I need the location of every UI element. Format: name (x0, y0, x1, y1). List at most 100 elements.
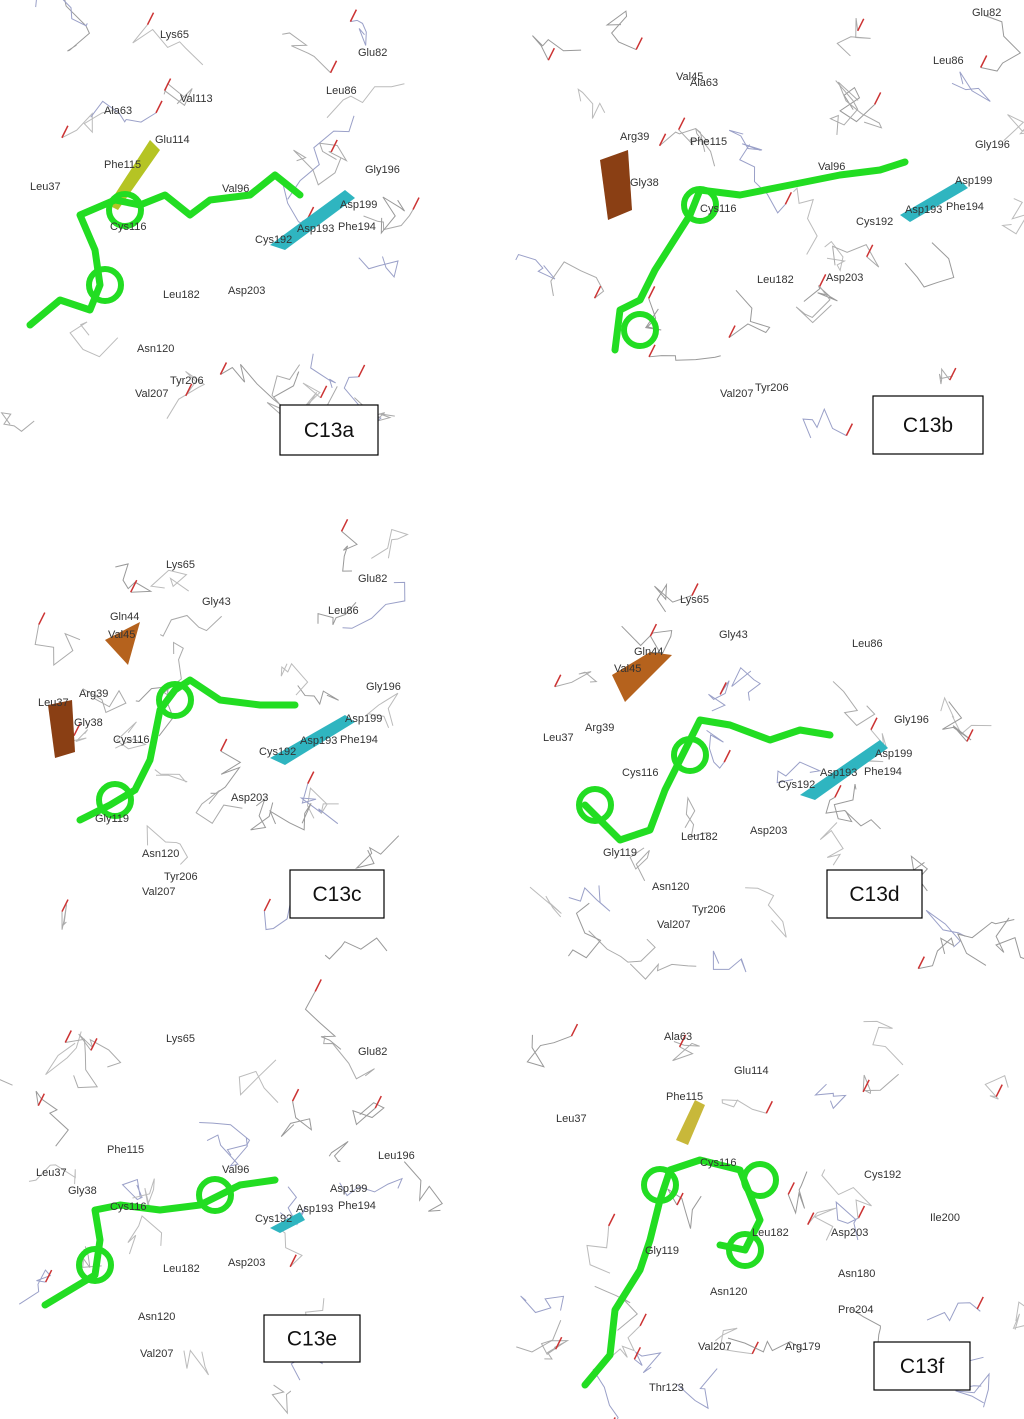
residue-label: Cys192 (778, 779, 815, 791)
residue-label: Val45 (614, 663, 641, 675)
residue-stick (630, 964, 696, 979)
residue-stick (732, 668, 760, 701)
residue-label: Phe194 (946, 201, 984, 213)
residue-label: Gly119 (645, 1245, 679, 1257)
residue-label: Cys192 (255, 234, 292, 246)
oxygen-stick (640, 1314, 646, 1326)
residue-stick (46, 1031, 82, 1074)
residue-label: Phe194 (340, 734, 378, 746)
page: {"panels": [ {"label": "C13a", "residues… (0, 0, 1024, 1419)
oxygen-stick (977, 1297, 983, 1309)
residue-label: Gly196 (365, 164, 400, 176)
residue-label: Cys116 (110, 221, 146, 233)
panel-label: C13e (287, 1328, 337, 1351)
residue-stick (826, 797, 881, 829)
residue-label: Arg179 (785, 1341, 820, 1353)
residue-stick (155, 770, 187, 782)
residue-label: Leu182 (752, 1227, 789, 1239)
residue-label: Val207 (720, 388, 753, 400)
oxygen-stick (65, 1030, 71, 1042)
oxygen-stick (156, 101, 162, 113)
residue-stick (19, 1270, 50, 1304)
residue-label: Asp203 (750, 825, 787, 837)
oxygen-stick (413, 198, 419, 210)
oxygen-stick (350, 10, 356, 22)
residue-label: Leu37 (36, 1167, 67, 1179)
residue-label: Cys192 (255, 1213, 292, 1225)
oxygen-stick (950, 368, 956, 380)
residue-stick (649, 356, 721, 361)
oxygen-stick (918, 957, 924, 969)
residue-label: Cys116 (700, 1157, 736, 1169)
residue-label: Gly38 (630, 177, 659, 189)
residue-stick (713, 951, 746, 972)
residue-label: Tyr206 (170, 375, 204, 387)
residue-stick (151, 570, 189, 591)
residue-label: Ala63 (104, 105, 132, 117)
residue-stick (796, 286, 831, 322)
residue-label: Gln44 (634, 646, 663, 658)
residue-label: Cys192 (856, 216, 893, 228)
residue-stick (803, 409, 846, 438)
residue-label: Thr123 (649, 1382, 684, 1394)
oxygen-stick (571, 1024, 577, 1036)
residue-label: Tyr206 (692, 904, 726, 916)
residue-stick (958, 919, 1014, 965)
residue-stick (952, 72, 990, 102)
oxygen-stick (221, 739, 227, 751)
residue-stick (707, 730, 725, 768)
residue-label: Asp193 (300, 735, 337, 747)
residue-label: Asn120 (142, 848, 179, 860)
residue-stick (199, 1123, 249, 1156)
residue-label: Asp193 (905, 204, 942, 216)
ligand (615, 162, 905, 350)
strand-ribbon (612, 652, 672, 702)
residue-stick (793, 188, 817, 254)
residue-label: Cys116 (113, 734, 149, 746)
residue-label: Val207 (135, 388, 168, 400)
residue-stick (996, 918, 1024, 962)
residue-stick (320, 143, 347, 160)
residue-stick (722, 1100, 766, 1114)
residue-stick (371, 530, 407, 559)
ligand-ring (89, 269, 121, 301)
oxygen-stick (290, 1255, 296, 1267)
oxygen-stick (858, 1206, 864, 1218)
residue-stick (918, 938, 953, 968)
residue-stick (673, 1041, 700, 1060)
residue-label: Gly119 (603, 847, 637, 859)
oxygen-stick (148, 13, 154, 25)
residue-label: Asp193 (820, 767, 857, 779)
residue-stick (311, 354, 336, 388)
residue-label: Phe115 (690, 136, 727, 148)
oxygen-stick (788, 1182, 794, 1194)
residue-stick (815, 1084, 845, 1108)
residue-label: Leu182 (681, 831, 718, 843)
residue-stick (0, 1076, 13, 1098)
residue-stick (357, 836, 399, 868)
residue-stick (521, 1296, 564, 1313)
residue-stick (1004, 115, 1024, 141)
residue-stick (516, 255, 555, 279)
residue-label: Lys65 (680, 594, 709, 606)
residue-stick (840, 88, 875, 122)
oxygen-stick (996, 1085, 1002, 1097)
ligand (30, 175, 300, 325)
residue-stick (305, 991, 340, 1049)
oxygen-stick (315, 979, 321, 991)
oxygen-stick (679, 118, 685, 130)
residue-label: Val207 (140, 1348, 173, 1360)
residue-label: Glu82 (358, 1046, 387, 1058)
panel-label: C13d (849, 883, 899, 906)
residue-label: Asp199 (330, 1183, 367, 1195)
residue-stick (729, 130, 762, 150)
panel-label: C13a (304, 419, 355, 442)
residue-stick (2, 413, 35, 432)
oxygen-stick (609, 1214, 615, 1226)
residue-label: Phe194 (338, 1200, 376, 1212)
residue-label: Asn180 (838, 1268, 875, 1280)
oxygen-stick (649, 345, 655, 357)
residue-stick (184, 1350, 209, 1374)
residue-label: Asp193 (297, 223, 334, 235)
oxygen-stick (650, 624, 656, 636)
